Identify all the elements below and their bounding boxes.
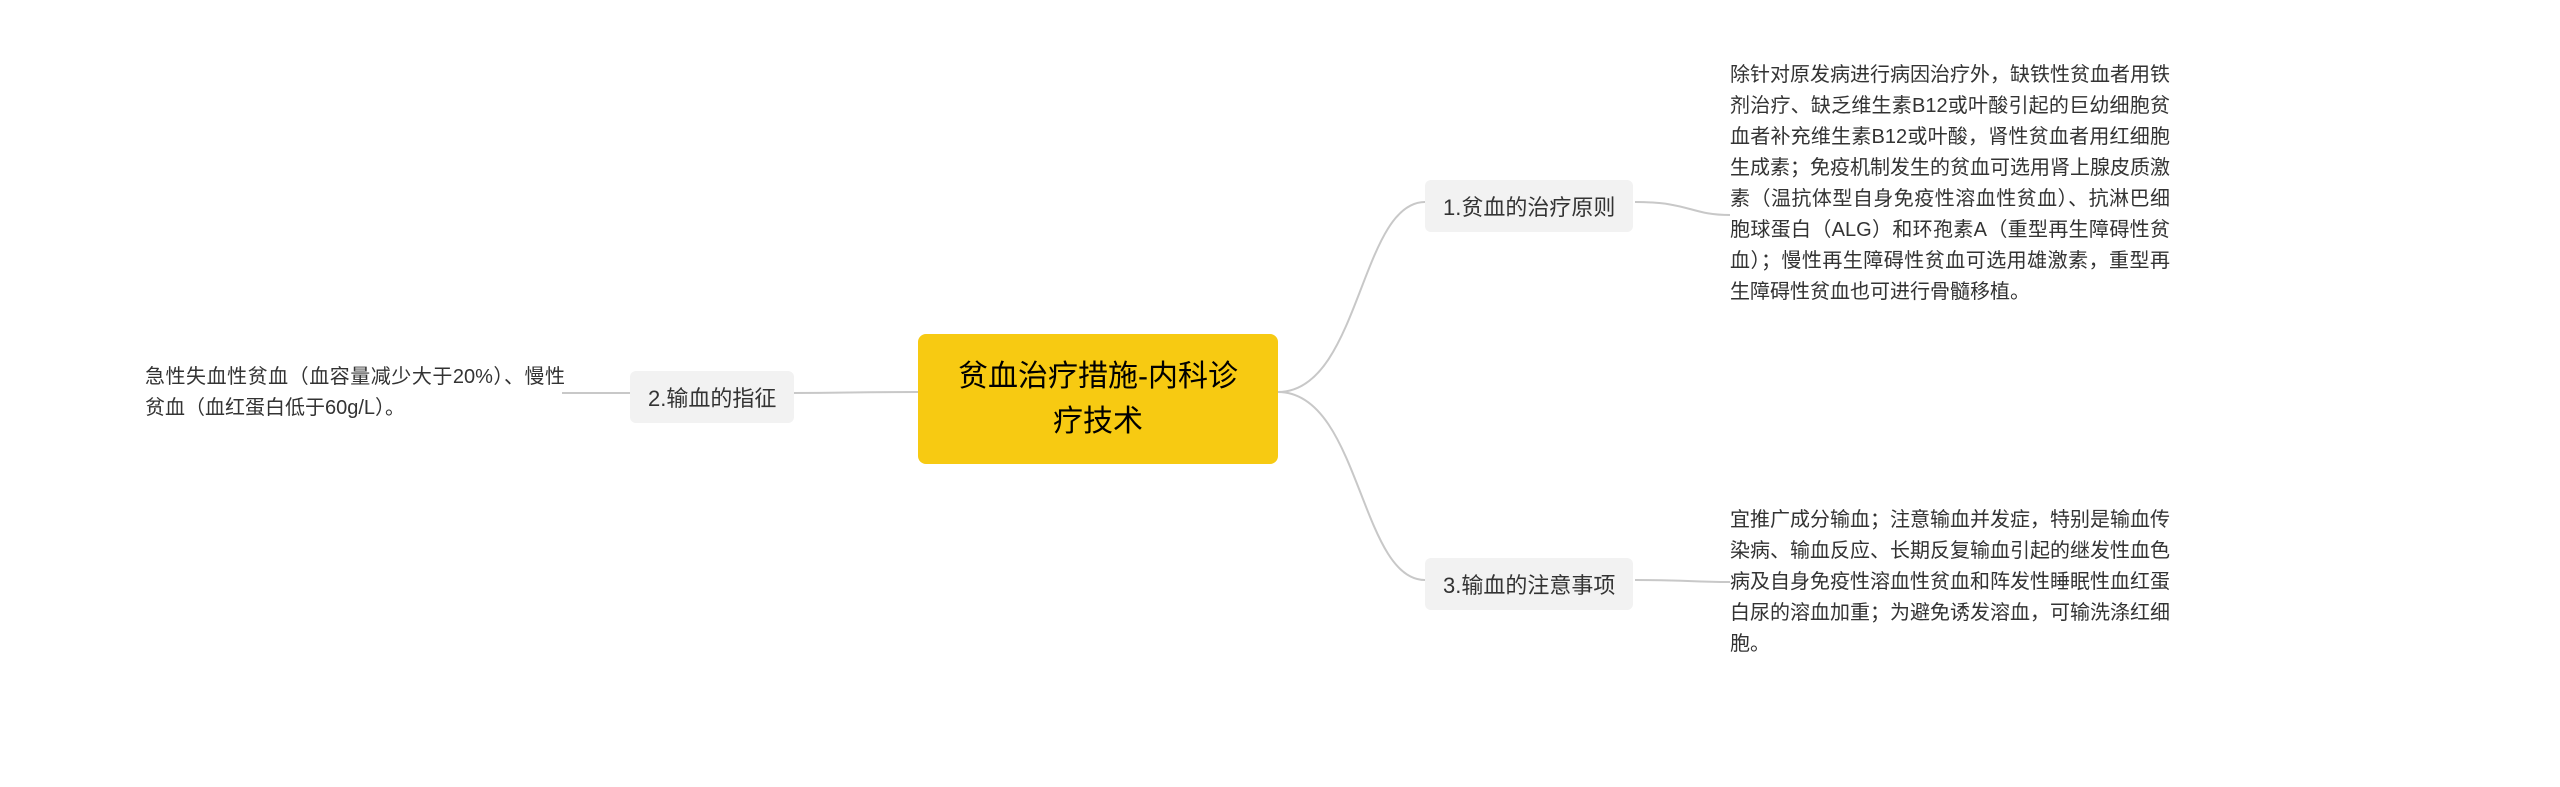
center-node: 贫血治疗措施-内科诊疗技术 bbox=[918, 334, 1278, 464]
branch-label: 2.输血的指征 bbox=[648, 386, 776, 411]
branch-node-b1: 1.贫血的治疗原则 bbox=[1425, 180, 1633, 232]
leaf-node-b2: 急性失血性贫血（血容量减少大于20%）、慢性贫血（血红蛋白低于60g/L）。 bbox=[145, 362, 565, 424]
leaf-node-b3: 宜推广成分输血；注意输血并发症，特别是输血传染病、输血反应、长期反复输血引起的继… bbox=[1730, 505, 2170, 660]
leaf-text: 除针对原发病进行病因治疗外，缺铁性贫血者用铁剂治疗、缺乏维生素B12或叶酸引起的… bbox=[1730, 64, 2170, 303]
center-node-text: 贫血治疗措施-内科诊疗技术 bbox=[958, 360, 1238, 438]
connector-path bbox=[790, 392, 918, 393]
connector-path bbox=[1278, 202, 1425, 392]
leaf-text: 急性失血性贫血（血容量减少大于20%）、慢性贫血（血红蛋白低于60g/L）。 bbox=[145, 366, 565, 419]
leaf-text: 宜推广成分输血；注意输血并发症，特别是输血传染病、输血反应、长期反复输血引起的继… bbox=[1730, 509, 2170, 655]
branch-node-b2: 2.输血的指征 bbox=[630, 371, 794, 423]
branch-label: 3.输血的注意事项 bbox=[1443, 573, 1615, 598]
connector-path bbox=[1635, 202, 1730, 215]
connector-path bbox=[1635, 580, 1730, 582]
connector-path bbox=[1278, 392, 1425, 580]
branch-label: 1.贫血的治疗原则 bbox=[1443, 195, 1615, 220]
leaf-node-b1: 除针对原发病进行病因治疗外，缺铁性贫血者用铁剂治疗、缺乏维生素B12或叶酸引起的… bbox=[1730, 60, 2170, 308]
branch-node-b3: 3.输血的注意事项 bbox=[1425, 558, 1633, 610]
